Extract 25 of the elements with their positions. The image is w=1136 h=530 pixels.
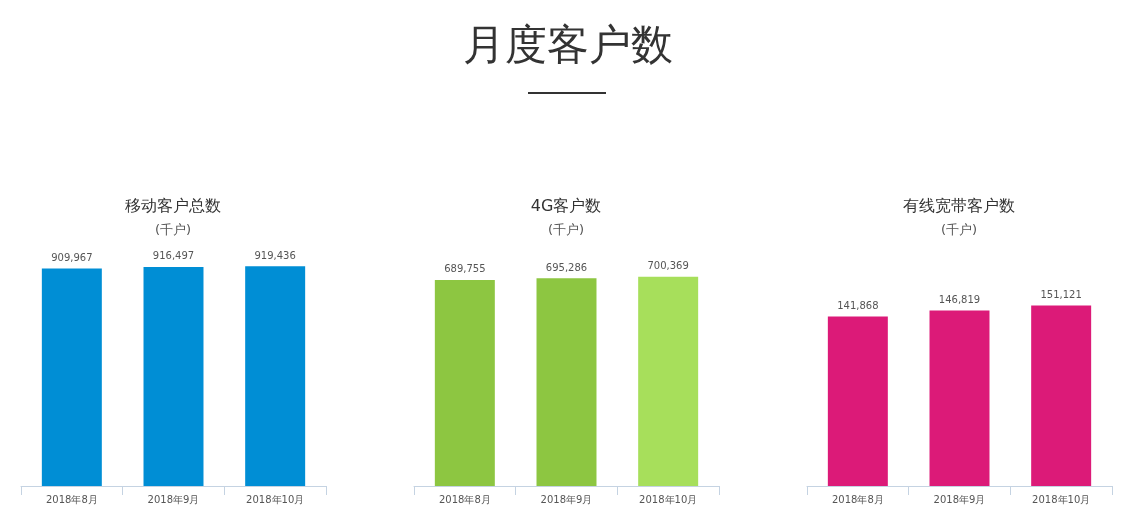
text: 月度客户数 bbox=[463, 19, 673, 71]
x-tick-label: 2018年10月 bbox=[246, 493, 305, 505]
chart-title: 4G客户数 bbox=[530, 195, 602, 215]
data-label: 919,436 bbox=[254, 249, 296, 261]
chart-title: 有线宽带客户数 bbox=[903, 195, 1015, 215]
data-label: 151,121 bbox=[1040, 288, 1082, 300]
data-label: 909,967 bbox=[51, 252, 93, 264]
data-label: 146,819 bbox=[938, 294, 981, 306]
data-label: 689,755 bbox=[444, 263, 486, 275]
x-tick-label: 2018年10月 bbox=[1032, 493, 1091, 505]
data-label: 700,369 bbox=[647, 260, 689, 272]
x-tick-label: 2018年9月 bbox=[933, 493, 986, 505]
data-label: 141,868 bbox=[837, 299, 879, 311]
data-label: 695,286 bbox=[545, 261, 588, 273]
x-tick-label: 2018年9月 bbox=[540, 493, 593, 505]
data-label: 916,497 bbox=[152, 250, 195, 262]
chart-title: 移动客户总数 bbox=[125, 195, 221, 215]
x-tick-label: 2018年8月 bbox=[45, 493, 98, 505]
x-tick-label: 2018年8月 bbox=[831, 493, 884, 505]
chart-subtitle: (千户) bbox=[940, 222, 978, 237]
chart-subtitle: (千户) bbox=[547, 222, 585, 237]
x-tick-label: 2018年8月 bbox=[438, 493, 491, 505]
x-tick-label: 2018年10月 bbox=[639, 493, 698, 505]
x-tick-label: 2018年9月 bbox=[147, 493, 200, 505]
chart-subtitle: (千户) bbox=[154, 222, 192, 237]
